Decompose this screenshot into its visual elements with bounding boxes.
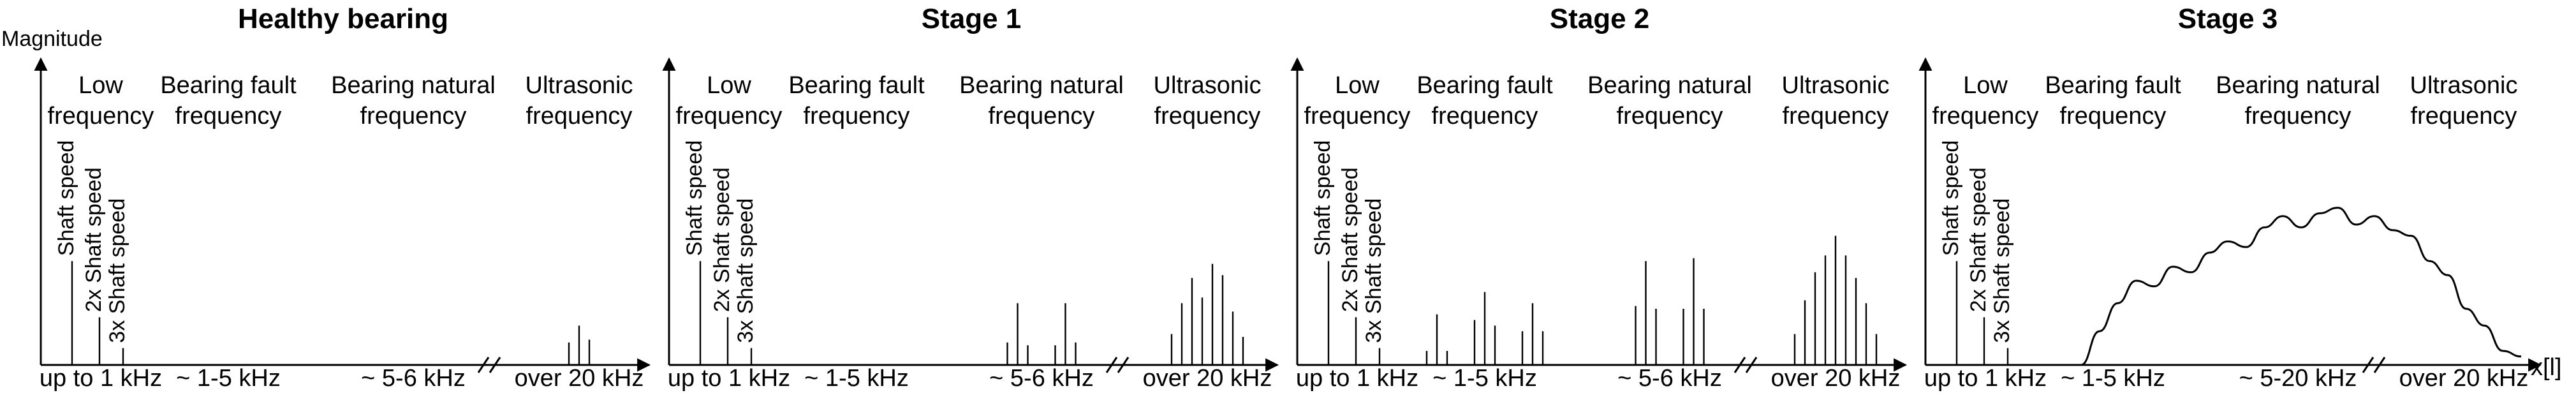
spike-label: 3x Shaft speed	[1990, 198, 2014, 343]
spike-label: 2x Shaft speed	[82, 167, 106, 312]
axis-range-label: up to 1 kHz	[1924, 365, 2047, 392]
panel-title: Stage 2	[1550, 3, 1650, 34]
axis-break-mark	[1105, 357, 1118, 373]
band-header-top: Bearing fault	[788, 72, 925, 99]
spike-label: 2x Shaft speed	[1966, 167, 1991, 312]
spike-label: Shaft speed	[682, 140, 707, 256]
band-header-bottom: frequency	[1617, 103, 1723, 130]
axis-range-label: over 20 kHz	[1143, 365, 1272, 392]
axis-range-label: up to 1 kHz	[668, 365, 790, 392]
band-header-top: Low	[1963, 72, 2008, 99]
band-header-top: Bearing fault	[2045, 72, 2181, 99]
band-header-bottom: frequency	[2411, 103, 2517, 130]
band-header-top: Ultrasonic	[1154, 72, 1262, 99]
band-header-bottom: frequency	[526, 103, 633, 130]
axis-range-label: ~ 5-6 kHz	[361, 365, 466, 392]
axis-break-mark	[1117, 357, 1130, 373]
y-axis-label: Magnitude	[1, 27, 103, 51]
band-header-bottom: frequency	[804, 103, 910, 130]
band-header-bottom: frequency	[989, 103, 1095, 130]
band-header-top: Bearing natural	[2216, 72, 2380, 99]
axis-range-label: ~ 1-5 kHz	[2061, 365, 2165, 392]
band-header-top: Low	[78, 72, 123, 99]
axis-range-label: up to 1 kHz	[1296, 365, 1418, 392]
band-header-bottom: frequency	[1932, 103, 2039, 130]
band-header-top: Bearing natural	[959, 72, 1124, 99]
axis-break-mark	[1745, 357, 1758, 373]
axis-range-label: ~ 5-6 kHz	[1617, 365, 1722, 392]
broadband-envelope	[2080, 207, 2522, 366]
band-header-bottom: frequency	[2060, 103, 2167, 130]
axis-break-mark	[2373, 357, 2386, 373]
spike-label: 3x Shaft speed	[733, 198, 758, 343]
axis-range-label: ~ 1-5 kHz	[804, 365, 909, 392]
spike-label: 3x Shaft speed	[105, 198, 129, 343]
band-header-top: Bearing fault	[1417, 72, 1553, 99]
spike-label: Shaft speed	[1311, 140, 1335, 256]
axis-range-label: ~ 1-5 kHz	[1432, 365, 1537, 392]
band-header-top: Bearing natural	[1587, 72, 1752, 99]
axis-break-mark	[2362, 357, 2374, 373]
panel-title: Healthy bearing	[238, 3, 448, 34]
band-header-bottom: frequency	[2245, 103, 2352, 130]
spike-label: 3x Shaft speed	[1362, 198, 1386, 343]
spike-label: Shaft speed	[54, 140, 78, 256]
panel-title: Stage 1	[922, 3, 1022, 34]
band-header-bottom: frequency	[1304, 103, 1411, 130]
axis-range-label: ~ 1-5 kHz	[176, 365, 281, 392]
band-header-top: Low	[1335, 72, 1380, 99]
axis-break-mark	[489, 357, 501, 373]
spike-label: 2x Shaft speed	[1338, 167, 1362, 312]
band-header-bottom: frequency	[1783, 103, 1889, 130]
axis-range-label: up to 1 kHz	[40, 365, 162, 392]
axis-range-label: over 20 kHz	[2399, 365, 2529, 392]
spike-label: 2x Shaft speed	[710, 167, 734, 312]
axis-break-mark	[1733, 357, 1746, 373]
spike-label: Shaft speed	[1939, 140, 1963, 256]
band-header-top: Ultrasonic	[526, 72, 633, 99]
axis-range-label: ~ 5-20 kHz	[2239, 365, 2357, 392]
band-header-bottom: frequency	[360, 103, 467, 130]
band-header-bottom: frequency	[48, 103, 154, 130]
band-header-bottom: frequency	[676, 103, 783, 130]
band-header-bottom: frequency	[1154, 103, 1261, 130]
axis-range-label: over 20 kHz	[1771, 365, 1901, 392]
band-header-bottom: frequency	[1432, 103, 1538, 130]
axis-break-mark	[477, 357, 490, 373]
panel-title: Stage 3	[2178, 3, 2278, 34]
band-header-top: Low	[707, 72, 751, 99]
axis-range-label: ~ 5-6 kHz	[989, 365, 1094, 392]
x-axis-label: x[l]	[2531, 354, 2562, 381]
band-header-top: Bearing fault	[160, 72, 297, 99]
band-header-top: Ultrasonic	[1782, 72, 1890, 99]
axis-range-label: over 20 kHz	[515, 365, 644, 392]
band-header-top: Ultrasonic	[2410, 72, 2518, 99]
band-header-top: Bearing natural	[331, 72, 496, 99]
band-header-bottom: frequency	[175, 103, 282, 130]
